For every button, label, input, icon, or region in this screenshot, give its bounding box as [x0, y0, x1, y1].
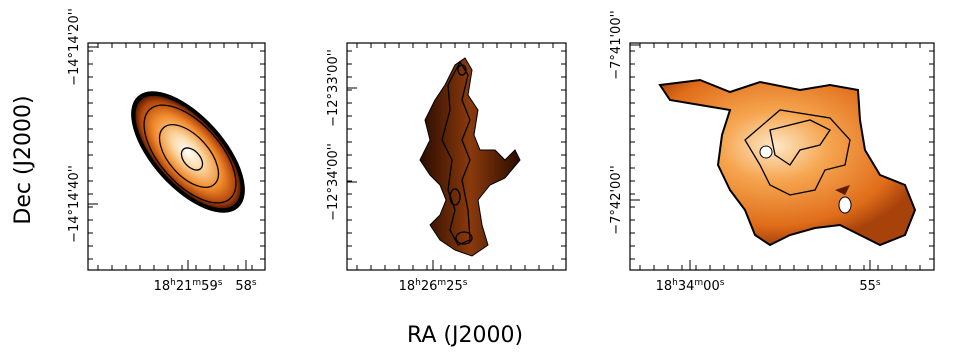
- y-tick-label: −7°42'00'': [609, 165, 624, 234]
- y-tick-label: −14°14'20'': [67, 8, 82, 86]
- label-part: h: [415, 278, 421, 288]
- label-part: 34: [678, 279, 695, 294]
- label-part: 59: [201, 279, 218, 294]
- y-tick-label: −12°34'00'': [326, 143, 341, 221]
- label-part: s: [218, 278, 223, 288]
- map-image: [419, 57, 521, 257]
- label-part: 58: [235, 279, 252, 294]
- x-axis-label: RA (J2000): [407, 323, 523, 348]
- y-tick-label: −7°41'00'': [609, 10, 624, 79]
- label-part: 18: [656, 279, 673, 294]
- map-image: [131, 91, 245, 213]
- label-part: s: [252, 278, 257, 288]
- label-part: s: [876, 278, 881, 288]
- label-part: 21: [176, 279, 193, 294]
- y-axis-label: Dec (J2000): [11, 95, 36, 224]
- x-tick-label: 18h26m25s: [399, 278, 468, 294]
- label-part: 18: [399, 279, 416, 294]
- label-part: s: [720, 278, 725, 288]
- panel-frame: [346, 42, 567, 271]
- label-part: 18: [154, 279, 171, 294]
- label-part: 25: [446, 279, 463, 294]
- x-tick-label: 18h21m59s: [154, 278, 223, 294]
- label-part: m: [192, 278, 201, 288]
- y-tick-label: −12°33'00'': [326, 49, 341, 127]
- panel-frame: [629, 42, 935, 271]
- x-tick-label: 55s: [859, 278, 881, 294]
- label-part: s: [463, 278, 468, 288]
- x-tick-label: 18h34m00s: [656, 278, 725, 294]
- label-part: h: [672, 278, 678, 288]
- label-part: h: [170, 278, 176, 288]
- x-tick-label: 58s: [235, 278, 257, 294]
- map-image: [658, 78, 917, 247]
- label-part: 00: [703, 279, 720, 294]
- label-part: m: [437, 278, 446, 288]
- label-part: 26: [421, 279, 438, 294]
- label-part: 55: [859, 279, 876, 294]
- label-part: m: [694, 278, 703, 288]
- y-tick-label: −14°14'40'': [67, 165, 82, 243]
- panel-frame: [87, 42, 266, 271]
